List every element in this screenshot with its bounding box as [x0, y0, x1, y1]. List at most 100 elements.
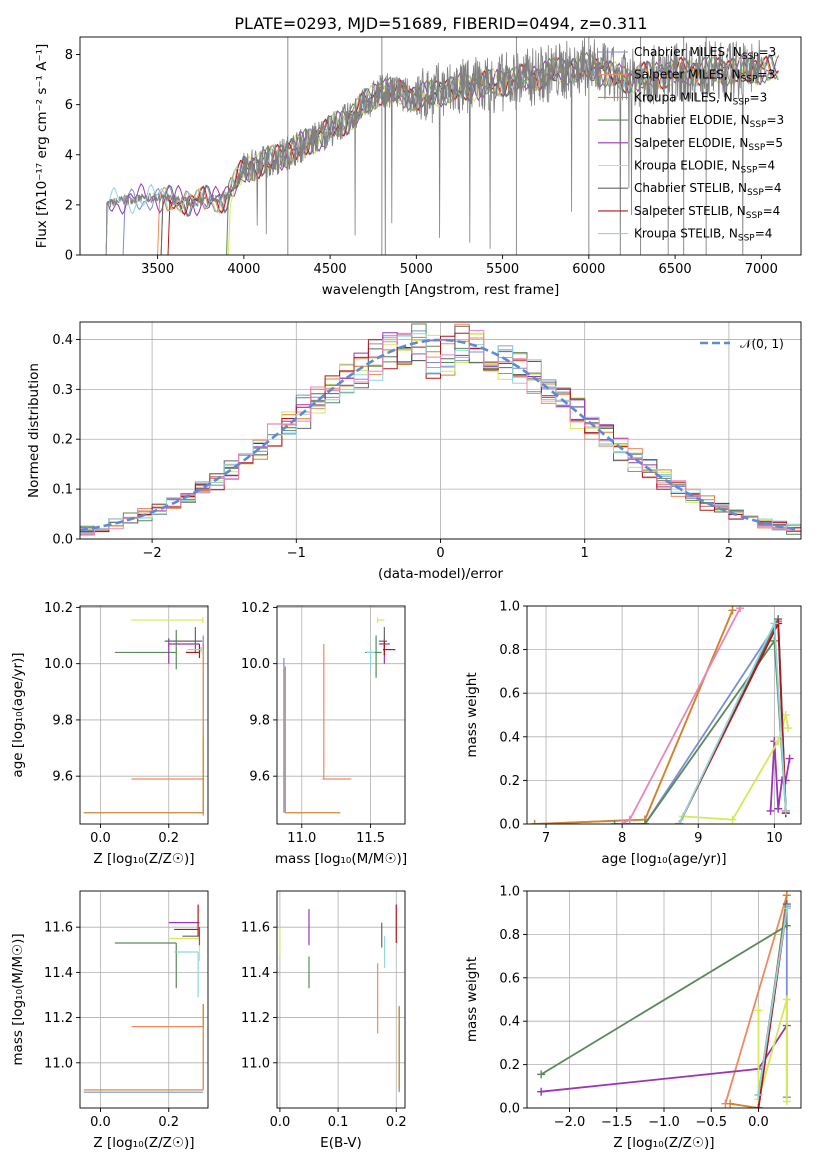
data-spectrum-line [105, 37, 762, 255]
legend-subscript: SSP [733, 97, 750, 107]
data-point-salpeter-stelib [382, 641, 396, 656]
x-tick-label: 5000 [400, 262, 433, 277]
weight-marker [781, 711, 790, 719]
weight-marker [770, 619, 779, 628]
y-tick-label: 0.4 [499, 730, 520, 745]
data-point-chabrier-elodie [365, 635, 382, 678]
y-tick-label: 0.3 [52, 383, 73, 398]
weight-marker [766, 806, 775, 815]
panel-mass-vs-Z: 0.0 0.2 11.0 11.2 11.4 11.6 Z [log₁₀(Z/Z☉)] mas… [10, 890, 209, 1151]
data-point-salpeter-miles [131, 1004, 204, 1028]
x-axis-label: E(B-V) [320, 1135, 362, 1151]
x-tick-label: −2.0 [554, 1115, 586, 1130]
data-point-kroupa-stelib [174, 951, 199, 998]
legend-count: =4 [755, 227, 773, 241]
plot-area-age-vs-mass [283, 617, 396, 814]
legend-label: 𝒩(0, 1) [740, 337, 784, 351]
data-point-salpeter-stelib [174, 904, 199, 937]
weight-marker [530, 820, 539, 824]
weight-series-line [621, 607, 741, 824]
y-tick-label: 11.4 [241, 966, 270, 981]
y-tick-label: 9.6 [52, 770, 73, 785]
legend-subscript: SSP [747, 188, 764, 198]
x-tick-label: 0.0 [270, 1115, 291, 1130]
legend-count: =4 [764, 181, 782, 195]
axes-frame [276, 890, 406, 1109]
data-point-salpeter-miles [322, 643, 352, 780]
axes-frame [79, 890, 209, 1109]
x-axis-label: wavelength [Angstrom, rest frame] [322, 282, 560, 298]
weight-marker [774, 804, 783, 813]
residual-histogram [80, 330, 801, 535]
data-point-kroupa-elodie [131, 617, 204, 623]
y-tick-label: 0.6 [499, 687, 520, 702]
residual-histogram [80, 333, 801, 534]
y-tick-label: 0.2 [52, 433, 73, 448]
y-tick-label: 0.1 [52, 483, 73, 498]
x-tick-label: 11.5 [356, 831, 385, 846]
data-point-kroupa-stelib [187, 646, 202, 653]
weight-marker [770, 636, 779, 645]
axes-frame [276, 605, 406, 825]
legend-model-name: Chabrier MILES, N [634, 45, 742, 59]
y-tick-label: 4 [65, 148, 73, 163]
x-tick-label: 11.0 [287, 831, 316, 846]
legend-label: Salpeter STELIB, NSSP=4 [634, 204, 780, 221]
legend-label: Kroupa MILES, NSSP=3 [634, 90, 767, 107]
data-point-kroupa-miles [284, 666, 341, 814]
y-tick-label: 0 [65, 249, 73, 264]
panel-weight-vs-Z: −2.0 −1.5 −1.0 −0.5 0.0 0.0 0.2 0.4 0.6 0.8 1.0 Z [… [464, 885, 802, 1151]
x-tick-label: −1 [287, 546, 306, 561]
x-axis-label: (data-model)/error [378, 566, 504, 582]
legend-model-name: Kroupa ELODIE, N [634, 159, 741, 173]
x-tick-label: 0.2 [386, 1115, 407, 1130]
y-tick-label: 10.2 [44, 601, 73, 616]
legend-model-name: Salpeter STELIB, N [634, 204, 746, 218]
y-tick-label: 0.0 [499, 818, 520, 833]
weight-series-line [724, 895, 788, 1104]
y-tick-label: 11.4 [44, 966, 73, 981]
y-tick-label: 9.8 [52, 713, 73, 728]
x-tick-label: 0.2 [158, 1115, 179, 1130]
legend-model-name: Kroupa STELIB, N [634, 227, 738, 241]
x-tick-label: 0.0 [748, 1115, 769, 1130]
panel-age-vs-mass: 11.0 11.5 9.6 9.8 10.0 10.2 mass [log₁₀(M/M☉)] [241, 601, 407, 867]
x-tick-label: 5500 [486, 262, 519, 277]
legend-subscript: SSP [741, 75, 758, 85]
legend-label: Chabrier MILES, NSSP=3 [634, 45, 776, 62]
y-tick-label: 11.2 [44, 1011, 73, 1026]
weight-marker [726, 1099, 735, 1108]
weight-marker [782, 995, 791, 1004]
data-point-kroupa-elodie [376, 617, 385, 623]
weight-marker [782, 891, 791, 900]
weight-marker [537, 1087, 546, 1096]
legend-label: Kroupa STELIB, NSSP=4 [634, 227, 772, 244]
weight-marker [785, 754, 794, 763]
weight-marker [610, 820, 619, 824]
plot-area-age-vs-Z [83, 617, 204, 816]
y-axis-label: Normed distribution [26, 363, 42, 498]
x-axis-label: Z [log₁₀(Z/Z☉)] [93, 1135, 194, 1151]
legend-label: Salpeter ELODIE, NSSP=5 [634, 136, 783, 153]
weight-series-line [614, 638, 787, 824]
plot-area-weight-vs-age [530, 606, 794, 824]
axes-frame [79, 605, 209, 825]
legend-subscript: SSP [738, 234, 755, 244]
axes-frame [526, 890, 802, 1109]
x-tick-label: 0.1 [328, 1115, 349, 1130]
y-tick-label: 11.2 [241, 1011, 270, 1026]
x-tick-label: 0.0 [90, 831, 111, 846]
y-tick-label: 0.8 [499, 928, 520, 943]
x-axis-label: Z [log₁₀(Z/Z☉)] [613, 1135, 714, 1151]
y-tick-label: 0.0 [499, 1102, 520, 1117]
weight-series-line [534, 610, 734, 824]
x-tick-label: 2 [725, 546, 733, 561]
weight-marker [754, 1090, 763, 1099]
panel-residuals: −2 −1 0 1 2 0.0 0.1 0.2 0.3 0.4 (data-model)/error… [26, 321, 802, 582]
legend-count: =3 [757, 68, 775, 82]
y-tick-label: 8 [65, 48, 73, 63]
x-axis-label: mass [log₁₀(M/M☉)] [275, 851, 407, 867]
y-tick-label: 1.0 [499, 885, 520, 900]
y-tick-label: 9.6 [249, 770, 270, 785]
